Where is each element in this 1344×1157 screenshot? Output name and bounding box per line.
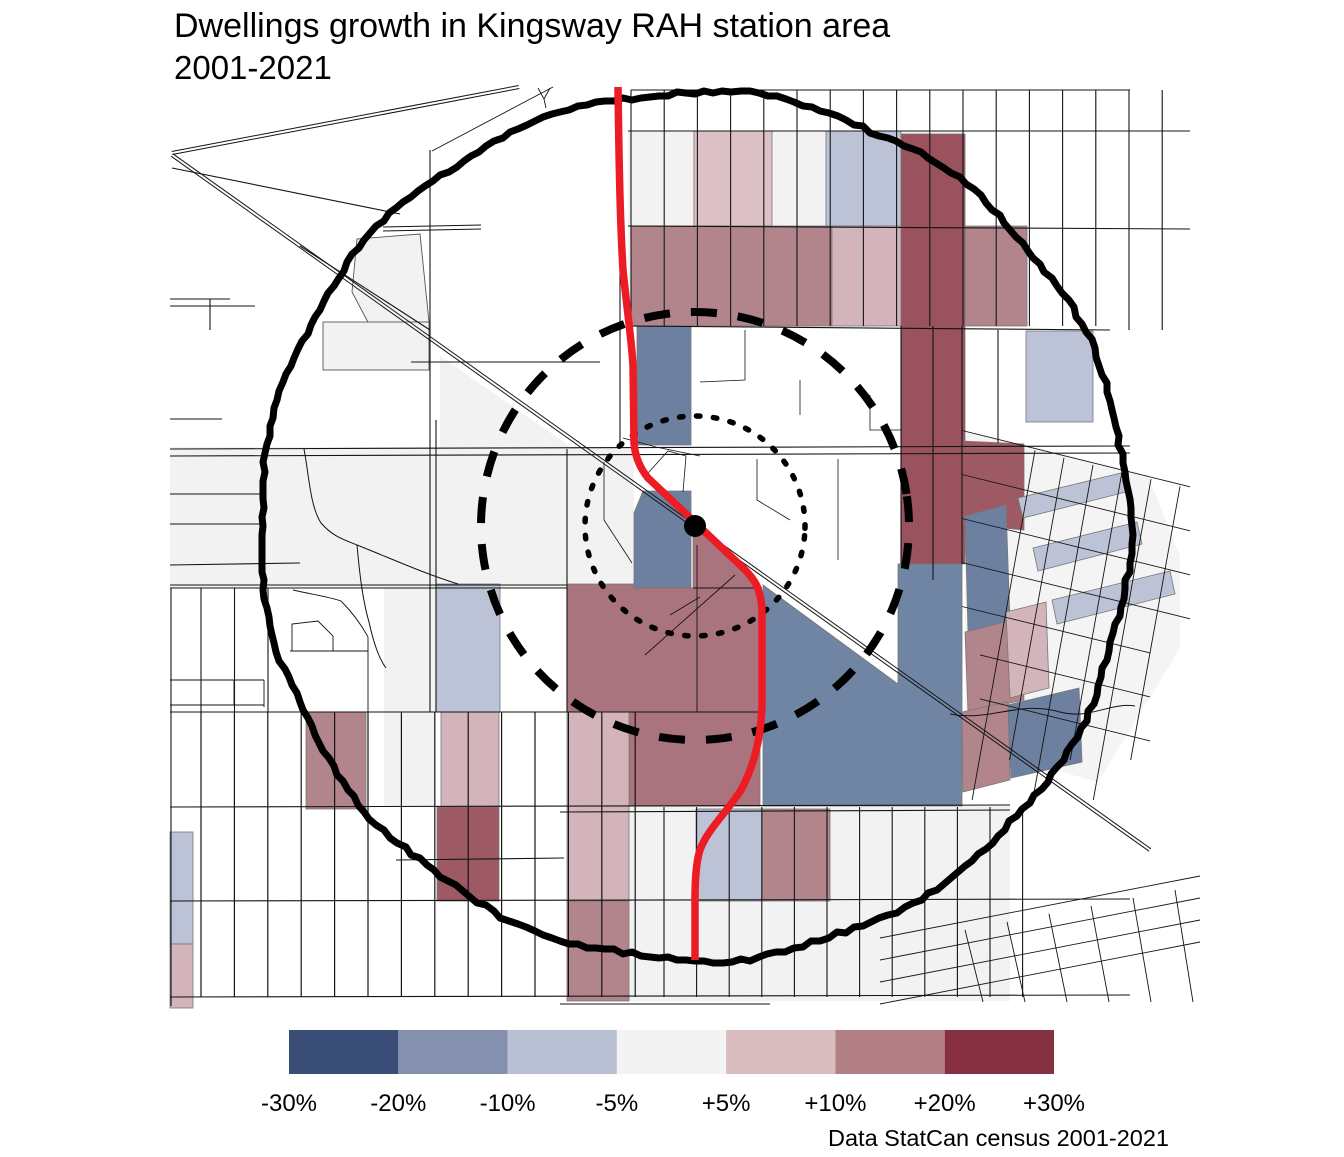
svg-text:+10%: +10% xyxy=(804,1090,866,1117)
svg-text:+20%: +20% xyxy=(914,1090,976,1117)
svg-text:-20%: -20% xyxy=(370,1090,426,1117)
svg-text:-10%: -10% xyxy=(480,1090,536,1117)
svg-text:+5%: +5% xyxy=(702,1090,751,1117)
svg-text:-30%: -30% xyxy=(261,1090,317,1117)
svg-text:Dwellings growth in Kingsway R: Dwellings growth in Kingsway RAH station… xyxy=(174,7,890,45)
svg-text:Data StatCan census 2001-2021: Data StatCan census 2001-2021 xyxy=(828,1125,1169,1151)
svg-text:-5%: -5% xyxy=(596,1090,639,1117)
svg-text:+30%: +30% xyxy=(1023,1090,1085,1117)
svg-text:2001-2021: 2001-2021 xyxy=(174,49,332,86)
